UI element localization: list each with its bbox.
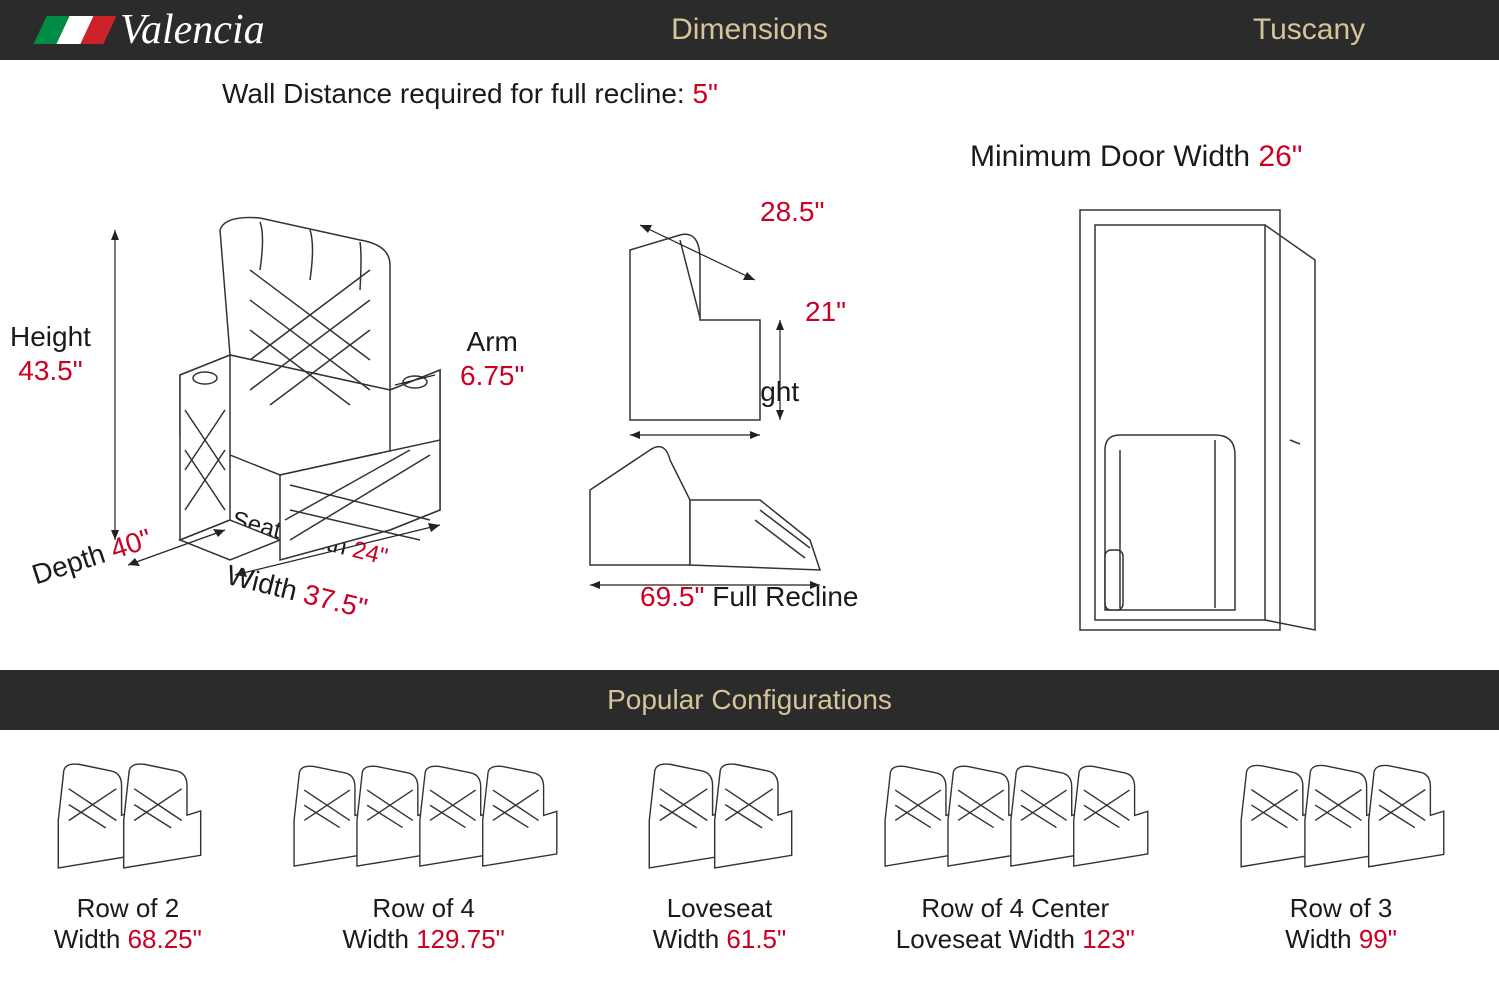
- configs-row: Row of 2 Width 68.25": [0, 730, 1499, 975]
- config-item: Row of 3 Width 99": [1236, 760, 1446, 955]
- dimensions-panel: Height 43.5" Arm 6.75" Depth 40" Seat Wi…: [0, 110, 1499, 670]
- config-width-value: 68.25": [128, 924, 202, 954]
- header-bar: Valencia Dimensions Tuscany: [0, 0, 1499, 60]
- config-item: Loveseat Width 61.5": [644, 760, 794, 955]
- door-width-value: 26": [1258, 140, 1302, 173]
- config-width-value: 123": [1082, 924, 1135, 954]
- config-thumb: [289, 760, 559, 885]
- config-item: Row of 4 Width 129.75": [289, 760, 559, 955]
- depth-label: Depth: [28, 538, 109, 591]
- config-thumb: [644, 760, 794, 885]
- config-name: Loveseat: [644, 893, 794, 924]
- italy-flag-icon: [33, 16, 116, 44]
- config-width-label: Width: [653, 924, 727, 954]
- height-label: Height: [10, 321, 91, 352]
- config-width-value: 61.5": [726, 924, 786, 954]
- door-block: Minimum Door Width 26": [910, 130, 1479, 660]
- side-views-block: 28.5" 21" 40" Upright 69.5" Full Recline: [580, 130, 910, 660]
- upright-side-value: 21": [805, 295, 846, 329]
- config-item: Row of 2 Width 68.25": [53, 760, 203, 955]
- config-thumb: [880, 760, 1150, 885]
- config-width-label: Loveseat Width: [896, 924, 1082, 954]
- wall-distance-value: 5": [692, 78, 718, 109]
- brand-block: Valencia: [40, 6, 340, 54]
- config-thumb: [53, 760, 203, 885]
- config-item: Row of 4 Center Loveseat Width 123": [880, 760, 1150, 955]
- wall-distance-note: Wall Distance required for full recline:…: [80, 78, 860, 110]
- chair-isometric-block: Height 43.5" Arm 6.75" Depth 40" Seat Wi…: [20, 130, 580, 660]
- brand-name: Valencia: [120, 6, 265, 54]
- configs-header-label: Popular Configurations: [607, 684, 892, 715]
- header-right-label: Tuscany: [1159, 13, 1459, 47]
- door-svg: [1060, 200, 1360, 640]
- config-width-label: Width: [1285, 924, 1359, 954]
- config-name: Row of 2: [53, 893, 203, 924]
- config-name: Row of 4: [289, 893, 559, 924]
- config-width-value: 129.75": [416, 924, 505, 954]
- door-label-text: Minimum Door Width: [970, 140, 1258, 173]
- header-center-label: Dimensions: [460, 13, 1039, 47]
- config-width-label: Width: [342, 924, 416, 954]
- config-thumb: [1236, 760, 1446, 885]
- config-width-label: Width: [54, 924, 128, 954]
- chair-recline-svg: [560, 430, 860, 610]
- door-label: Minimum Door Width 26": [970, 140, 1302, 174]
- wall-distance-label: Wall Distance required for full recline:: [222, 78, 692, 109]
- configs-header-bar: Popular Configurations: [0, 670, 1499, 730]
- chair-upright-svg: [580, 190, 810, 440]
- config-width-value: 99": [1359, 924, 1397, 954]
- config-name: Row of 4 Center: [880, 893, 1150, 924]
- height-value: 43.5": [10, 354, 91, 388]
- chair-isometric-svg: [110, 210, 490, 590]
- config-name: Row of 3: [1236, 893, 1446, 924]
